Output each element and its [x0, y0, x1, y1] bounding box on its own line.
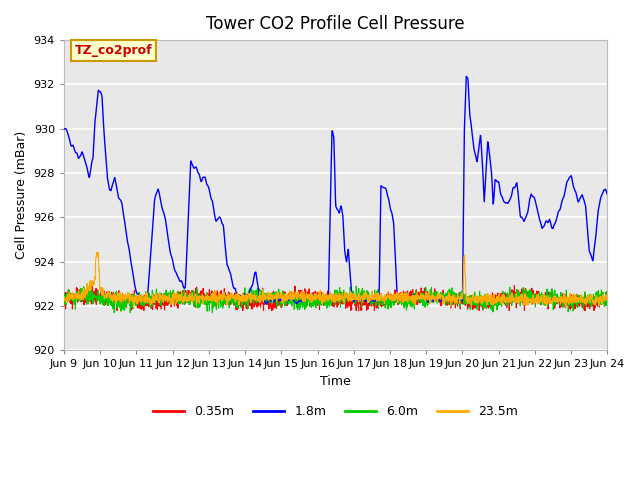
- 6.0m: [324, 296, 332, 301]
- 1.8m: [60, 126, 68, 132]
- 6.0m: [588, 299, 596, 304]
- 0.35m: [60, 301, 68, 307]
- 1.8m: [324, 293, 332, 299]
- 0.35m: [588, 299, 596, 304]
- 0.35m: [588, 299, 596, 304]
- 6.0m: [488, 300, 496, 305]
- Title: Tower CO2 Profile Cell Pressure: Tower CO2 Profile Cell Pressure: [206, 15, 465, 33]
- 0.35m: [511, 283, 518, 288]
- 1.8m: [262, 301, 270, 307]
- 23.5m: [88, 279, 95, 285]
- 0.35m: [310, 292, 318, 298]
- 23.5m: [325, 296, 333, 301]
- 23.5m: [588, 297, 596, 302]
- 1.8m: [604, 192, 611, 197]
- Line: 1.8m: 1.8m: [64, 76, 607, 304]
- 23.5m: [604, 296, 611, 301]
- 1.8m: [588, 256, 596, 262]
- X-axis label: Time: Time: [320, 375, 351, 388]
- Line: 6.0m: 6.0m: [64, 286, 607, 313]
- 0.35m: [324, 300, 332, 305]
- 0.35m: [488, 304, 496, 310]
- Line: 0.35m: 0.35m: [64, 286, 607, 311]
- Text: TZ_co2prof: TZ_co2prof: [75, 44, 152, 57]
- 6.0m: [604, 297, 611, 302]
- 23.5m: [60, 298, 68, 303]
- 23.5m: [488, 296, 496, 301]
- 6.0m: [588, 302, 596, 308]
- 23.5m: [588, 292, 596, 298]
- 6.0m: [88, 296, 95, 302]
- 6.0m: [353, 283, 360, 289]
- 1.8m: [88, 160, 95, 166]
- Legend: 0.35m, 1.8m, 6.0m, 23.5m: 0.35m, 1.8m, 6.0m, 23.5m: [148, 400, 524, 423]
- 0.35m: [113, 308, 121, 313]
- 1.8m: [463, 73, 470, 79]
- 1.8m: [588, 255, 596, 261]
- 0.35m: [88, 290, 95, 296]
- Line: 23.5m: 23.5m: [64, 252, 607, 308]
- 6.0m: [60, 302, 68, 308]
- 0.35m: [604, 297, 611, 302]
- 6.0m: [310, 297, 318, 303]
- 6.0m: [111, 310, 118, 316]
- 23.5m: [93, 250, 100, 255]
- 1.8m: [310, 293, 318, 299]
- 23.5m: [310, 290, 318, 296]
- 1.8m: [488, 185, 496, 191]
- Y-axis label: Cell Pressure (mBar): Cell Pressure (mBar): [15, 131, 28, 259]
- 23.5m: [130, 305, 138, 311]
